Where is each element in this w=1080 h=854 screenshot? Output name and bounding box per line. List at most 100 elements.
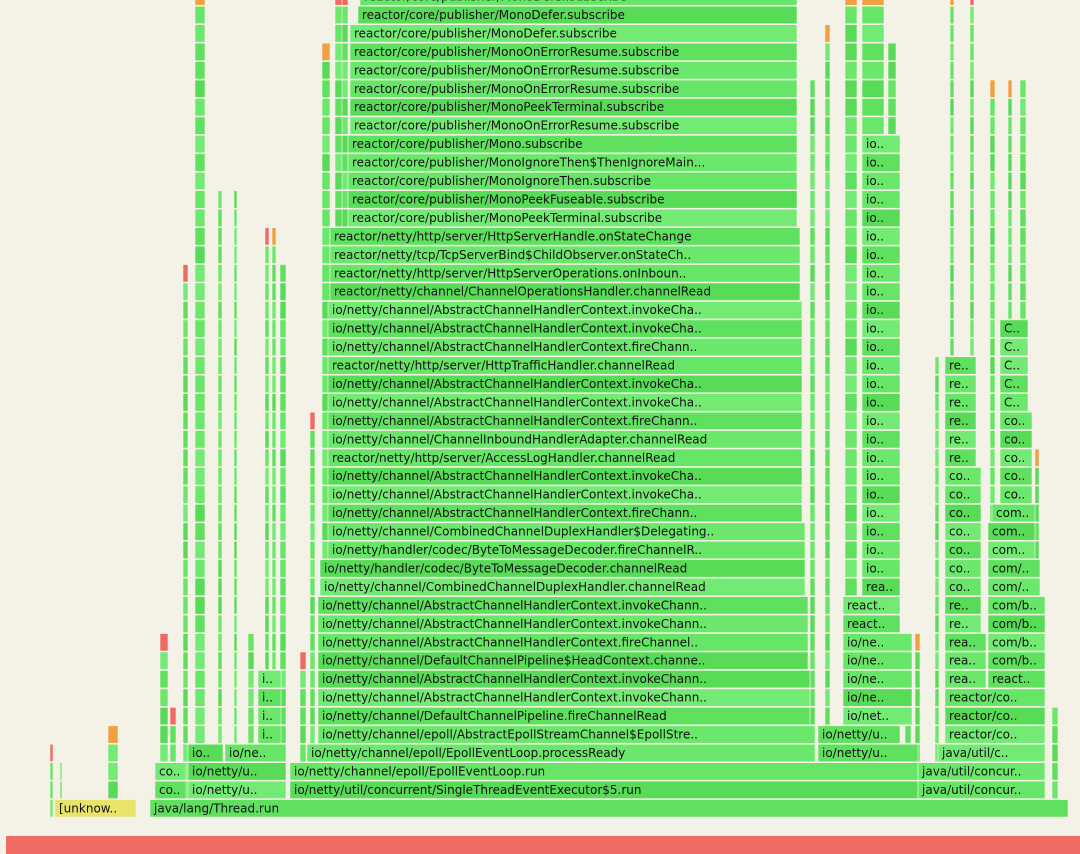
tower-frame	[809, 485, 816, 504]
tower-frame	[271, 540, 277, 560]
frame-label: reactor/core/publisher/MonoIgnoreThen.su…	[352, 174, 651, 188]
tower-frame	[1007, 98, 1013, 117]
tower-frame	[1007, 208, 1013, 227]
tower-frame	[279, 651, 287, 670]
frame	[817, 725, 901, 744]
frame-label: react..	[847, 598, 885, 612]
frame	[306, 743, 816, 763]
frame	[944, 356, 977, 375]
frame-label: io/netty/handler/codec/ByteToMessageDeco…	[324, 561, 687, 575]
tower-frame	[824, 208, 831, 227]
frame-label: com/..	[992, 561, 1029, 575]
frame	[987, 651, 1046, 670]
tower-frame	[182, 651, 189, 670]
tower-frame	[182, 743, 189, 763]
tower-frame	[809, 374, 816, 394]
tower-frame	[887, 79, 897, 98]
frame	[317, 614, 809, 633]
frame-label: io/netty/channel/AbstractChannelHandlerC…	[322, 672, 707, 686]
frame-label: io/netty/channel/DefaultChannelPipeline.…	[322, 709, 667, 723]
frame	[861, 448, 901, 467]
frame-label: co..	[1004, 488, 1025, 502]
frame	[349, 42, 798, 61]
tower-frame	[1007, 227, 1013, 246]
tower-frame	[194, 577, 206, 596]
tower-frame	[217, 282, 223, 301]
tower-frame	[279, 356, 287, 375]
frame-label: re..	[949, 432, 969, 446]
frame	[861, 338, 901, 357]
frame-label: reactor/co..	[949, 709, 1017, 723]
frame-label: co..	[949, 580, 970, 594]
frame-label: co..	[949, 543, 970, 557]
tower-frame	[844, 540, 858, 560]
frame	[347, 135, 798, 154]
tower-frame	[271, 522, 277, 541]
frame-label: io/netty/channel/AbstractChannelHandlerC…	[322, 691, 707, 705]
tower-frame	[182, 374, 189, 394]
tower-frame	[264, 411, 270, 430]
tower-frame	[271, 448, 277, 467]
tower-frame	[861, 61, 885, 80]
frame	[944, 633, 987, 652]
tower-frame	[279, 485, 287, 504]
tower-frame	[182, 467, 189, 486]
tower-frame	[271, 227, 277, 246]
tower-frame	[969, 338, 975, 357]
tower-frame	[969, 153, 975, 172]
tower-frame	[271, 577, 277, 596]
tower-frame	[809, 338, 816, 357]
tower-frame	[271, 245, 277, 264]
tower-frame	[233, 522, 238, 541]
tower-frame	[989, 98, 996, 117]
tower-frame	[844, 172, 858, 191]
tower-frame	[264, 319, 270, 338]
frame-label: io..	[866, 561, 884, 575]
frame-label: [unknow..	[59, 801, 117, 815]
tower-frame	[989, 227, 996, 246]
tower-frame	[233, 707, 238, 726]
tower-frame	[194, 245, 206, 264]
tower-frame	[217, 411, 223, 430]
tower-frame	[809, 98, 816, 117]
frame-label: io..	[866, 414, 884, 428]
tower-frame	[182, 411, 189, 430]
tower-frame	[989, 172, 996, 191]
tower-frame	[809, 633, 816, 652]
tower-frame	[1034, 522, 1040, 541]
tower-frame	[949, 282, 955, 301]
frame-label: i..	[262, 691, 273, 705]
tower-frame	[1007, 282, 1013, 301]
tower-frame	[934, 540, 940, 560]
tower-frame	[271, 301, 277, 320]
frame	[861, 135, 901, 154]
tower-frame	[279, 319, 287, 338]
tower-frame	[949, 338, 955, 357]
frame	[944, 393, 977, 412]
tower-frame	[279, 596, 287, 615]
frame-label: io..	[866, 174, 884, 188]
frame	[327, 338, 803, 357]
frame-label: reactor/core/publisher/MonoPeekFuseable.…	[352, 192, 665, 206]
frame	[861, 411, 901, 430]
frame	[359, 0, 798, 6]
tower-frame	[809, 559, 816, 578]
tower-frame	[233, 688, 238, 707]
tower-frame	[844, 5, 858, 25]
tower-frame	[969, 5, 975, 25]
tower-frame	[194, 522, 206, 541]
tower-frame	[934, 448, 940, 467]
tower-frame	[844, 338, 858, 357]
tower-frame	[182, 540, 189, 560]
tower-frame	[182, 522, 189, 541]
frame	[319, 577, 806, 596]
frame-label: io/ne..	[847, 635, 884, 649]
tower-frame	[949, 190, 955, 209]
tower-frame	[247, 651, 255, 670]
frame	[154, 780, 187, 799]
frame	[861, 559, 901, 578]
tower-frame	[844, 448, 858, 467]
tower-frame	[309, 614, 316, 633]
tower-frame	[861, 42, 885, 61]
tower-frame	[107, 780, 119, 799]
